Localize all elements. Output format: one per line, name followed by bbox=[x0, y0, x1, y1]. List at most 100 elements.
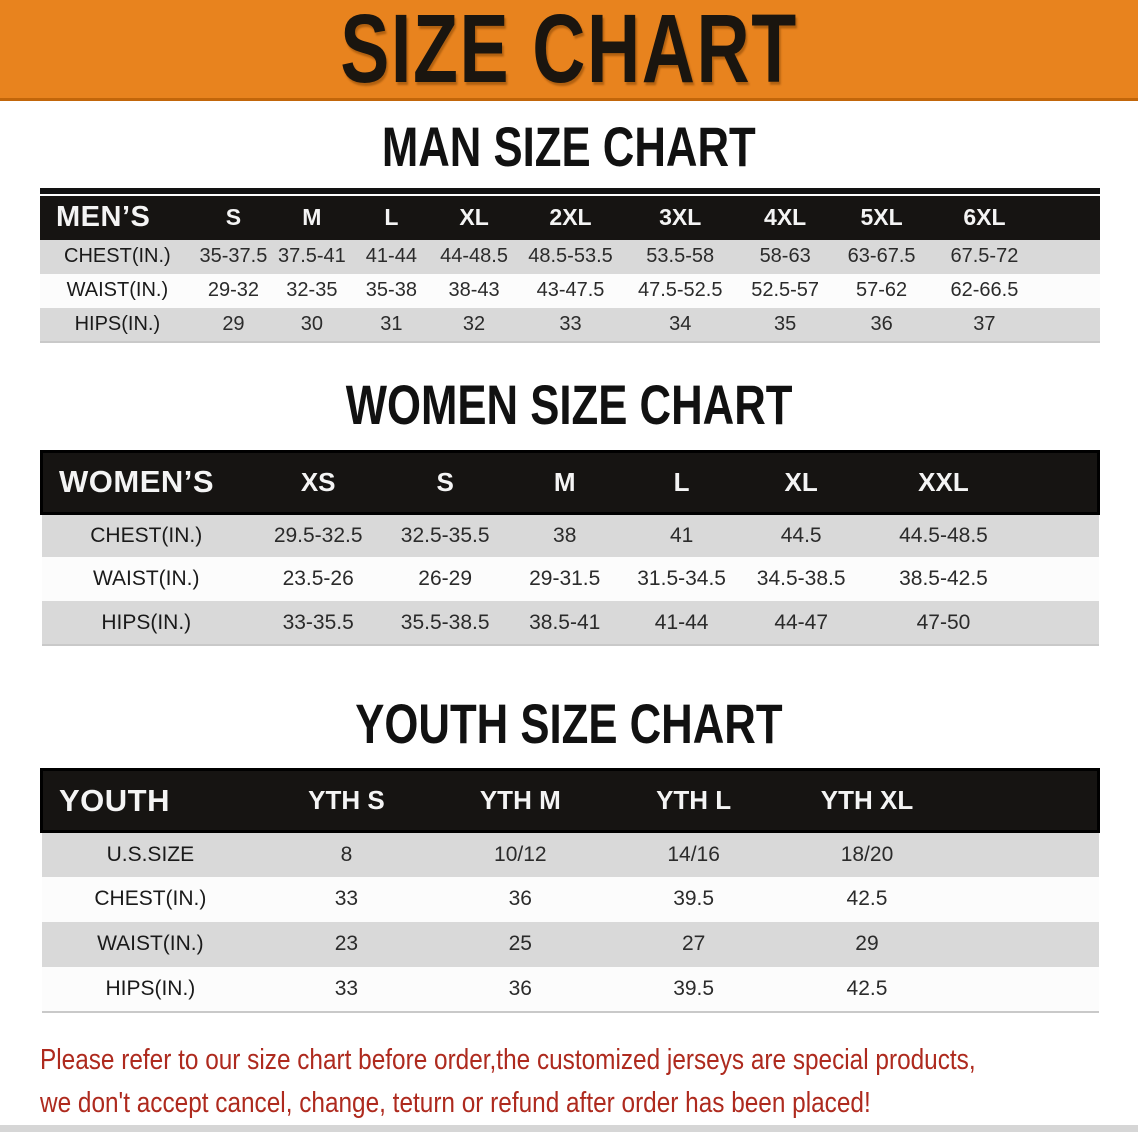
banner: SIZE CHART bbox=[0, 0, 1138, 101]
size-value-cell: 36 bbox=[433, 966, 607, 1012]
table-row: WAIST(IN.) 29-32 32-35 35-38 38-43 43-47.5 47.… bbox=[40, 273, 1100, 308]
size-value-cell: 34 bbox=[624, 307, 737, 342]
disclaimer-line-2: we don't accept cancel, change, teturn o… bbox=[40, 1087, 871, 1120]
size-value-cell: 36 bbox=[433, 876, 607, 922]
size-column-header: XS bbox=[251, 449, 386, 515]
spacer-cell bbox=[1039, 273, 1100, 308]
row-label: HIPS(IN.) bbox=[40, 307, 195, 342]
spacer-cell bbox=[1039, 307, 1100, 342]
size-value-cell: 35 bbox=[736, 307, 834, 342]
size-value-cell: 38.5-41 bbox=[504, 601, 625, 646]
size-column-header: 3XL bbox=[624, 195, 737, 240]
size-value-cell: 62-66.5 bbox=[929, 273, 1040, 308]
size-value-cell: 34.5-38.5 bbox=[738, 557, 864, 602]
youth-table-wrap: YOUTH YTH S YTH M YTH L YTH XL U.S.SIZE 8 10/12… bbox=[40, 768, 1100, 1013]
size-value-cell: 33 bbox=[259, 966, 434, 1012]
size-value-cell: 39.5 bbox=[606, 876, 781, 922]
size-value-cell: 23 bbox=[259, 921, 434, 967]
spacer-cell bbox=[953, 921, 1099, 967]
spacer-cell bbox=[953, 966, 1099, 1012]
size-column-header: XL bbox=[738, 449, 864, 515]
row-label: WAIST(IN.) bbox=[41, 557, 251, 602]
spacer-cell bbox=[1023, 601, 1099, 646]
table-row: U.S.SIZE 8 10/12 14/16 18/20 bbox=[41, 831, 1099, 877]
size-value-cell: 30 bbox=[272, 307, 352, 342]
size-value-cell: 32.5-35.5 bbox=[385, 513, 505, 558]
size-value-cell: 53.5-58 bbox=[624, 239, 737, 274]
size-value-cell: 58-63 bbox=[736, 239, 834, 274]
size-value-cell: 41 bbox=[624, 513, 739, 558]
size-value-cell: 25 bbox=[433, 921, 607, 967]
size-value-cell: 42.5 bbox=[780, 966, 954, 1012]
spacer-cell bbox=[1023, 557, 1099, 602]
size-column-header: 6XL bbox=[929, 195, 1040, 240]
size-value-cell: 41-44 bbox=[624, 601, 739, 646]
row-label: CHEST(IN.) bbox=[41, 513, 251, 558]
size-value-cell: 38-43 bbox=[431, 273, 517, 308]
row-label: CHEST(IN.) bbox=[41, 876, 260, 922]
table-row: HIPS(IN.) 33-35.5 35.5-38.5 38.5-41 41-44 44-… bbox=[41, 601, 1099, 646]
size-value-cell: 44.5 bbox=[738, 513, 864, 558]
size-column-header: YTH L bbox=[606, 768, 781, 834]
size-value-cell: 35.5-38.5 bbox=[385, 601, 505, 646]
youth-size-chart-heading-text: YOUTH SIZE CHART bbox=[355, 692, 783, 756]
size-value-cell: 57-62 bbox=[833, 273, 930, 308]
size-value-cell: 43-47.5 bbox=[516, 273, 625, 308]
size-value-cell: 10/12 bbox=[433, 831, 607, 877]
youth-size-table: YOUTH YTH S YTH M YTH L YTH XL U.S.SIZE 8 10/12… bbox=[40, 768, 1100, 1013]
table-row: CHEST(IN.) 35-37.5 37.5-41 41-44 44-48.5 48.5… bbox=[40, 239, 1100, 274]
table-group-label: WOMEN’S bbox=[40, 449, 251, 515]
size-value-cell: 67.5-72 bbox=[929, 239, 1040, 274]
size-column-header: M bbox=[504, 449, 625, 515]
women-size-chart-heading: WOMEN SIZE CHART bbox=[0, 374, 1138, 436]
spacer-cell bbox=[1023, 449, 1101, 515]
bottom-strip bbox=[0, 1125, 1138, 1132]
size-value-cell: 47.5-52.5 bbox=[624, 273, 737, 308]
size-value-cell: 52.5-57 bbox=[736, 273, 834, 308]
size-value-cell: 29 bbox=[194, 307, 273, 342]
spacer-cell bbox=[953, 831, 1099, 877]
size-column-header: 4XL bbox=[736, 195, 834, 240]
size-value-cell: 29 bbox=[780, 921, 954, 967]
youth-size-chart-heading: YOUTH SIZE CHART bbox=[0, 693, 1138, 755]
women-size-section: WOMEN SIZE CHART WOMEN’S XS S M L XL XXL CHEST(… bbox=[0, 374, 1138, 647]
size-value-cell: 38.5-42.5 bbox=[863, 557, 1024, 602]
size-column-header: L bbox=[351, 195, 432, 240]
size-value-cell: 14/16 bbox=[606, 831, 781, 877]
spacer-cell bbox=[953, 876, 1099, 922]
size-value-cell: 47-50 bbox=[863, 601, 1024, 646]
man-size-chart-heading-text: MAN SIZE CHART bbox=[382, 115, 756, 179]
table-group-label: MEN’S bbox=[40, 195, 195, 240]
size-value-cell: 31.5-34.5 bbox=[624, 557, 739, 602]
man-size-section: MAN SIZE CHART MEN’S S M L XL 2XL 3XL 4XL 5XL 6XL… bbox=[0, 116, 1138, 343]
row-label: WAIST(IN.) bbox=[40, 273, 195, 308]
size-value-cell: 48.5-53.5 bbox=[516, 239, 625, 274]
spacer-cell bbox=[1039, 195, 1100, 240]
size-column-header: S bbox=[385, 449, 505, 515]
table-row: CHEST(IN.) 29.5-32.5 32.5-35.5 38 41 44.5 44.5… bbox=[41, 513, 1099, 558]
row-label: WAIST(IN.) bbox=[41, 921, 260, 967]
size-value-cell: 18/20 bbox=[780, 831, 954, 877]
size-value-cell: 63-67.5 bbox=[833, 239, 930, 274]
disclaimer: Please refer to our size chart before or… bbox=[40, 1039, 1138, 1126]
size-column-header: L bbox=[624, 449, 739, 515]
size-column-header: M bbox=[272, 195, 352, 240]
size-value-cell: 31 bbox=[351, 307, 432, 342]
womens-size-table: WOMEN’S XS S M L XL XXL CHEST(IN.) 29.5-32.5 32.5… bbox=[40, 449, 1101, 647]
table-header-row: MEN’S S M L XL 2XL 3XL 4XL 5XL 6XL bbox=[40, 195, 1100, 240]
mens-table-wrap: MEN’S S M L XL 2XL 3XL 4XL 5XL 6XL CHEST(IN.) 35-37… bbox=[40, 187, 1100, 343]
table-header-row: WOMEN’S XS S M L XL XXL bbox=[40, 449, 1101, 515]
size-column-header: S bbox=[194, 195, 273, 240]
table-header-row: YOUTH YTH S YTH M YTH L YTH XL bbox=[40, 768, 1100, 834]
size-value-cell: 32-35 bbox=[272, 273, 352, 308]
size-column-header: 2XL bbox=[516, 195, 625, 240]
banner-title: SIZE CHART bbox=[340, 0, 798, 104]
size-column-header: YTH M bbox=[433, 768, 607, 834]
spacer-cell bbox=[953, 768, 1100, 834]
disclaimer-line-1: Please refer to our size chart before or… bbox=[40, 1043, 976, 1076]
size-value-cell: 44.5-48.5 bbox=[863, 513, 1024, 558]
size-column-header: XL bbox=[431, 195, 517, 240]
size-value-cell: 8 bbox=[259, 831, 434, 877]
size-value-cell: 26-29 bbox=[385, 557, 505, 602]
size-value-cell: 33-35.5 bbox=[251, 601, 386, 646]
